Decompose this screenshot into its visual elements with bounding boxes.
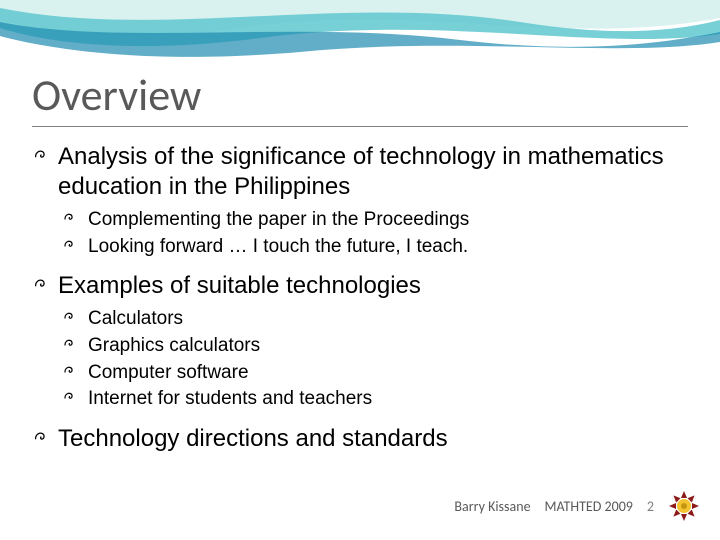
bullet-text: Looking forward … I touch the future, I … bbox=[88, 236, 468, 257]
swirl-bullet-icon bbox=[62, 237, 80, 255]
footer-author: Barry Kissane bbox=[454, 498, 530, 515]
swirl-bullet-icon bbox=[32, 275, 52, 295]
bullet-level2: Computer software bbox=[32, 361, 688, 386]
bullet-text: Complementing the paper in the Proceedin… bbox=[88, 209, 469, 230]
swirl-bullet-icon bbox=[62, 336, 80, 354]
bullet-level2: Calculators bbox=[32, 307, 688, 332]
slide-footer: Barry Kissane MATHTED 2009 2 bbox=[454, 490, 700, 522]
bullet-level2: Graphics calculators bbox=[32, 334, 688, 359]
footer-page-number: 2 bbox=[647, 498, 654, 515]
swirl-bullet-icon bbox=[62, 363, 80, 381]
header-swoosh bbox=[0, 0, 720, 75]
bullet-level1: Analysis of the significance of technolo… bbox=[32, 142, 688, 202]
swirl-bullet-icon bbox=[62, 210, 80, 228]
bullet-text: Technology directions and standards bbox=[58, 425, 448, 452]
bullet-text: Computer software bbox=[88, 362, 249, 383]
bullet-text: Graphics calculators bbox=[88, 335, 260, 356]
slide-body: Analysis of the significance of technolo… bbox=[32, 142, 688, 460]
bullet-level1: Examples of suitable technologies bbox=[32, 271, 688, 301]
footer-event: MATHTED 2009 bbox=[545, 498, 633, 515]
bullet-text: Examples of suitable technologies bbox=[58, 272, 421, 299]
swirl-bullet-icon bbox=[62, 309, 80, 327]
bullet-level1: Technology directions and standards bbox=[32, 424, 688, 454]
slide-title: Overview bbox=[32, 68, 201, 122]
bullet-level2: Complementing the paper in the Proceedin… bbox=[32, 208, 688, 233]
title-rule bbox=[32, 126, 688, 127]
bullet-text: Internet for students and teachers bbox=[88, 388, 372, 409]
bullet-level2: Looking forward … I touch the future, I … bbox=[32, 235, 688, 260]
bullet-text: Analysis of the significance of technolo… bbox=[58, 143, 664, 200]
swirl-bullet-icon bbox=[62, 389, 80, 407]
bullet-level2: Internet for students and teachers bbox=[32, 387, 688, 412]
conference-badge-icon bbox=[668, 490, 700, 522]
swirl-bullet-icon bbox=[32, 146, 52, 166]
swirl-bullet-icon bbox=[32, 428, 52, 448]
bullet-text: Calculators bbox=[88, 308, 183, 329]
